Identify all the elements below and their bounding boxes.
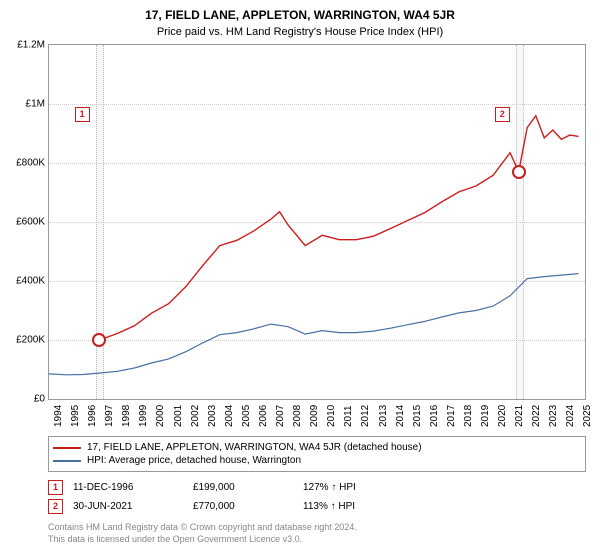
y-axis-label: £800K: [16, 158, 45, 169]
sale-marker: [92, 333, 106, 347]
x-axis-label: 2000: [155, 405, 166, 427]
marker-badge: 2: [495, 107, 510, 122]
x-axis-label: 2008: [292, 405, 303, 427]
y-axis-label: £1M: [26, 99, 45, 110]
x-axis-label: 1995: [70, 405, 81, 427]
event-row: 1 11-DEC-1996 £199,000 127% ↑ HPI: [48, 478, 586, 497]
x-axis-label: 2019: [480, 405, 491, 427]
x-axis-label: 1994: [53, 405, 64, 427]
x-axis-label: 2022: [531, 405, 542, 427]
footer-line2: This data is licensed under the Open Gov…: [48, 534, 586, 546]
x-axis-label: 2007: [275, 405, 286, 427]
y-axis-label: £600K: [16, 217, 45, 228]
footer-line1: Contains HM Land Registry data © Crown c…: [48, 522, 586, 534]
footer-attribution: Contains HM Land Registry data © Crown c…: [48, 522, 586, 545]
legend-label: 17, FIELD LANE, APPLETON, WARRINGTON, WA…: [87, 442, 422, 453]
x-axis-label: 1998: [121, 405, 132, 427]
x-axis-label: 2024: [565, 405, 576, 427]
x-axis-label: 2009: [309, 405, 320, 427]
event-vs-hpi: 113% ↑ HPI: [303, 501, 355, 512]
event-badge: 2: [48, 499, 63, 514]
legend-swatch: [53, 460, 81, 462]
event-badge: 1: [48, 480, 63, 495]
y-axis-label: £200K: [16, 335, 45, 346]
x-axis-label: 1996: [87, 405, 98, 427]
x-axis-label: 2006: [258, 405, 269, 427]
x-axis-label: 2012: [360, 405, 371, 427]
legend-label: HPI: Average price, detached house, Warr…: [87, 455, 301, 466]
event-vs-hpi: 127% ↑ HPI: [303, 482, 356, 493]
y-axis-label: £0: [34, 394, 45, 405]
x-axis-label: 2021: [514, 405, 525, 427]
event-price: £770,000: [193, 501, 293, 512]
events-table: 1 11-DEC-1996 £199,000 127% ↑ HPI 2 30-JUN-20…: [48, 478, 586, 516]
legend-item: 17, FIELD LANE, APPLETON, WARRINGTON, WA…: [53, 441, 581, 454]
x-axis-label: 2002: [190, 405, 201, 427]
sale-marker: [512, 165, 526, 179]
x-axis-label: 2011: [343, 405, 354, 427]
marker-badge: 1: [75, 107, 90, 122]
event-price: £199,000: [193, 482, 293, 493]
event-date: 11-DEC-1996: [73, 482, 183, 493]
legend-item: HPI: Average price, detached house, Warr…: [53, 454, 581, 467]
x-axis-label: 2010: [326, 405, 337, 427]
x-axis-label: 2004: [224, 405, 235, 427]
x-axis-label: 2018: [463, 405, 474, 427]
x-axis-label: 2005: [241, 405, 252, 427]
x-axis-label: 2001: [173, 405, 184, 427]
x-axis-label: 1997: [104, 405, 115, 427]
x-axis-label: 2016: [429, 405, 440, 427]
legend-box: 17, FIELD LANE, APPLETON, WARRINGTON, WA…: [48, 436, 586, 472]
legend-swatch: [53, 447, 81, 449]
y-axis-label: £1.2M: [17, 40, 45, 51]
event-row: 2 30-JUN-2021 £770,000 113% ↑ HPI: [48, 497, 586, 516]
page-subtitle: Price paid vs. HM Land Registry's House …: [0, 22, 600, 44]
chart-lines: [49, 45, 587, 399]
series-hpi: [49, 274, 579, 375]
x-axis-label: 2025: [582, 405, 593, 427]
y-axis-label: £400K: [16, 276, 45, 287]
series-property: [99, 116, 578, 340]
x-axis-label: 1999: [138, 405, 149, 427]
x-axis-label: 2017: [446, 405, 457, 427]
x-axis-label: 2003: [207, 405, 218, 427]
x-axis-label: 2023: [548, 405, 559, 427]
x-axis-label: 2013: [378, 405, 389, 427]
x-axis-label: 2014: [395, 405, 406, 427]
x-axis-label: 2020: [497, 405, 508, 427]
event-date: 30-JUN-2021: [73, 501, 183, 512]
price-chart: £0£200K£400K£600K£800K£1M£1.2M1994199519…: [48, 44, 586, 400]
x-axis-label: 2015: [412, 405, 423, 427]
page-title: 17, FIELD LANE, APPLETON, WARRINGTON, WA…: [0, 0, 600, 22]
